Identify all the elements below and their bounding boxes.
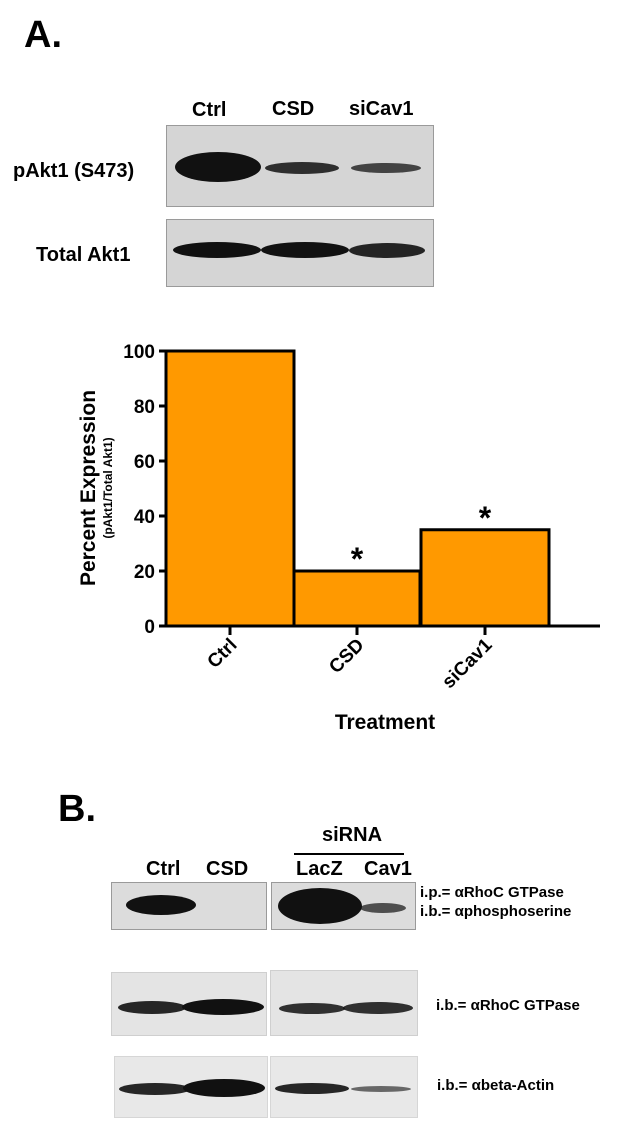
lane-label-sicav1: siCav1 [349,98,414,120]
band-b3-cav1 [351,1086,411,1092]
lane-label-b-cav1: Cav1 [364,858,412,880]
lane-label-ctrl: Ctrl [192,99,227,121]
annotation-b1-line1: i.p.= αRhoC GTPase [420,884,564,901]
blot-b3-right [270,1056,418,1118]
lane-label-b-lacz: LacZ [296,858,343,880]
significance-marker: * [479,500,492,536]
band-b2-ctrl [118,1001,186,1014]
blot-b2-right [270,970,418,1036]
bar [292,569,422,628]
bar-chart: 0 20 40 60 80 100 Ctrl CSD * siCav1 * Percent Expre… [77,342,600,734]
blot-b3-left [114,1056,268,1118]
y-tick-label: 100 [123,342,155,363]
band-b3-lacz [275,1083,349,1094]
y-tick-label: 20 [134,562,155,583]
x-tick-label: siCav1 [438,634,496,692]
blot-label-pakt1: pAkt1 (S473) [13,160,135,182]
y-axis-label: Percent Expression [77,390,100,586]
x-tick-label: CSD [325,635,368,678]
blot-b2-left [111,972,267,1036]
blot-total-akt1 [166,219,434,287]
y-tick-label: 60 [134,452,155,473]
annotation-b2: i.b.= αRhoC GTPase [436,997,580,1014]
band-pakt1-ctrl [175,152,261,182]
sirna-group-line [294,853,404,855]
y-tick-label: 40 [134,507,155,528]
band-b1-ctrl [126,895,196,915]
panel-a-letter: A. [24,14,62,56]
band-b2-lacz [279,1003,345,1014]
x-axis-label: Treatment [335,711,435,734]
band-b1-cav1 [360,903,406,913]
band-total-csd [261,242,349,258]
band-pakt1-sicav1 [351,163,421,173]
band-b3-ctrl [119,1083,191,1095]
y-axis-sublabel: (pAkt1/Total Akt1) [101,437,115,538]
band-total-ctrl [173,242,261,258]
band-b2-cav1 [343,1002,413,1014]
band-b1-lacz [278,888,362,924]
annotation-b3: i.b.= αbeta-Actin [437,1077,555,1094]
blot-b1-right [271,882,416,930]
lane-label-b-ctrl: Ctrl [146,858,181,880]
lane-label-csd: CSD [272,98,315,120]
band-b3-csd [183,1079,265,1097]
band-total-sicav1 [349,243,425,258]
annotation-b1-line2: i.b.= αphosphoserine [420,903,572,920]
bar [419,528,551,628]
bar [164,349,296,628]
blot-b1-left [111,882,267,930]
blot-pakt1 [166,125,434,207]
blot-label-total-akt1: Total Akt1 [36,244,131,266]
significance-marker: * [351,541,364,577]
band-b2-csd [182,999,264,1015]
sirna-group-label: siRNA [322,824,383,846]
y-tick-label: 0 [144,617,155,638]
band-pakt1-csd [265,162,339,174]
y-tick-label: 80 [134,397,155,418]
x-tick-label: Ctrl [204,635,242,673]
lane-label-b-csd: CSD [206,858,249,880]
panel-b-letter: B. [58,788,96,830]
